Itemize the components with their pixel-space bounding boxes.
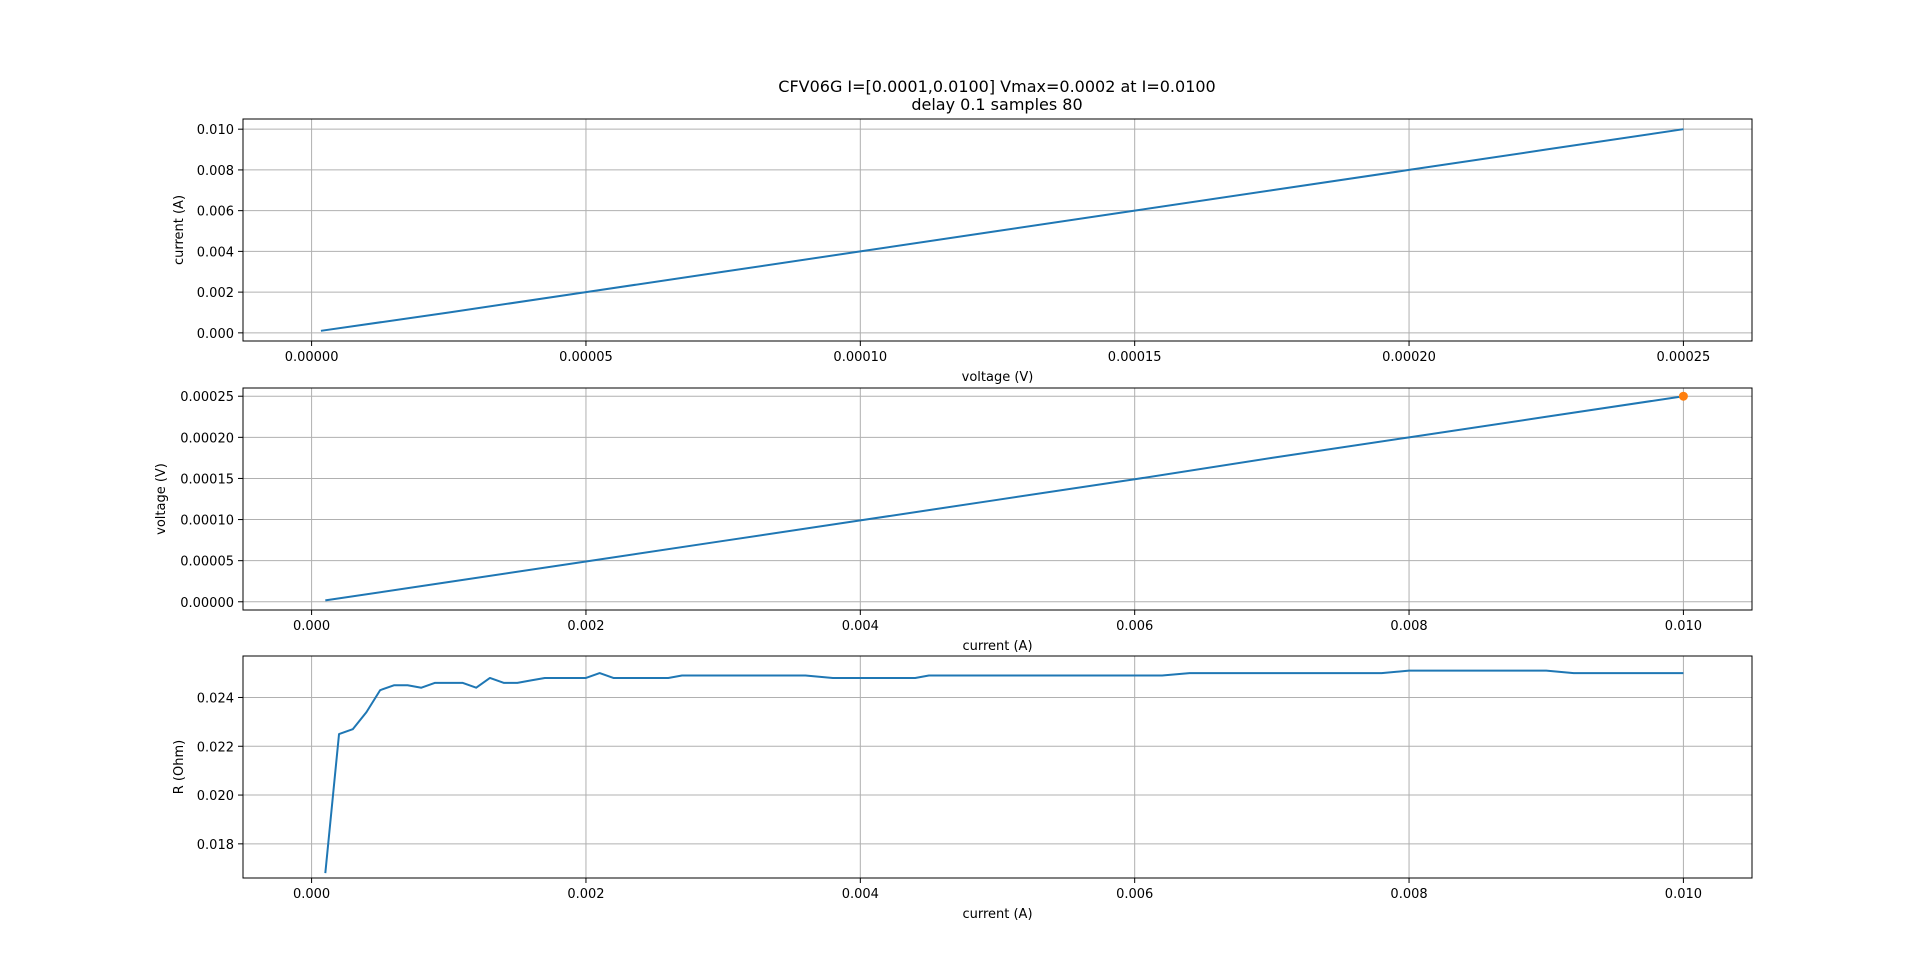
- x-tick-label: 0.002: [567, 887, 604, 902]
- x-tick-label: 0.010: [1665, 887, 1702, 902]
- x-tick-label: 0.000: [293, 619, 330, 634]
- y-axis-label: current (A): [172, 195, 187, 265]
- y-tick-label: 0.00005: [180, 555, 234, 570]
- y-tick-label: 0.024: [197, 691, 234, 706]
- x-tick-label: 0.010: [1665, 619, 1702, 634]
- y-axis-label: voltage (V): [154, 463, 169, 535]
- y-tick-label: 0.00010: [180, 514, 234, 529]
- y-tick-label: 0.008: [197, 164, 234, 179]
- x-tick-label: 0.008: [1390, 887, 1427, 902]
- figure-title-line1: CFV06G I=[0.0001,0.0100] Vmax=0.0002 at …: [778, 77, 1216, 96]
- x-axis-label: current (A): [962, 907, 1032, 922]
- x-axis-label: voltage (V): [962, 370, 1034, 385]
- y-tick-label: 0.010: [197, 123, 234, 138]
- x-tick-label: 0.00020: [1382, 350, 1436, 365]
- axes-frame: [242, 118, 1753, 342]
- series-line: [320, 128, 1684, 332]
- axes-frame: [242, 387, 1753, 611]
- y-tick-label: 0.018: [197, 838, 234, 853]
- data-point-marker: [1678, 391, 1688, 401]
- y-tick-label: 0.004: [197, 245, 234, 260]
- y-tick-label: 0.00000: [180, 596, 234, 611]
- x-tick-label: 0.006: [1116, 887, 1153, 902]
- x-tick-label: 0.00005: [559, 350, 613, 365]
- axes-frame: [242, 655, 1753, 879]
- x-axis-label: current (A): [962, 639, 1032, 654]
- x-tick-label: 0.00000: [285, 350, 339, 365]
- y-tick-label: 0.002: [197, 286, 234, 301]
- x-tick-label: 0.008: [1390, 619, 1427, 634]
- x-tick-label: 0.00025: [1657, 350, 1711, 365]
- y-tick-label: 0.006: [197, 205, 234, 220]
- x-tick-label: 0.000: [293, 887, 330, 902]
- x-tick-label: 0.004: [842, 887, 879, 902]
- series-line: [325, 395, 1684, 602]
- figure-title-line2: delay 0.1 samples 80: [911, 95, 1083, 114]
- y-tick-label: 0.000: [197, 327, 234, 342]
- y-tick-label: 0.00025: [180, 390, 234, 405]
- x-tick-label: 0.004: [842, 619, 879, 634]
- y-tick-label: 0.00015: [180, 472, 234, 487]
- y-tick-label: 0.020: [197, 789, 234, 804]
- x-tick-label: 0.00010: [833, 350, 887, 365]
- series-line: [324, 669, 1684, 874]
- y-tick-label: 0.00020: [180, 431, 234, 446]
- x-tick-label: 0.006: [1116, 619, 1153, 634]
- x-tick-label: 0.00015: [1108, 350, 1162, 365]
- x-tick-label: 0.002: [567, 619, 604, 634]
- y-axis-label: R (Ohm): [172, 740, 187, 794]
- y-tick-label: 0.022: [197, 740, 234, 755]
